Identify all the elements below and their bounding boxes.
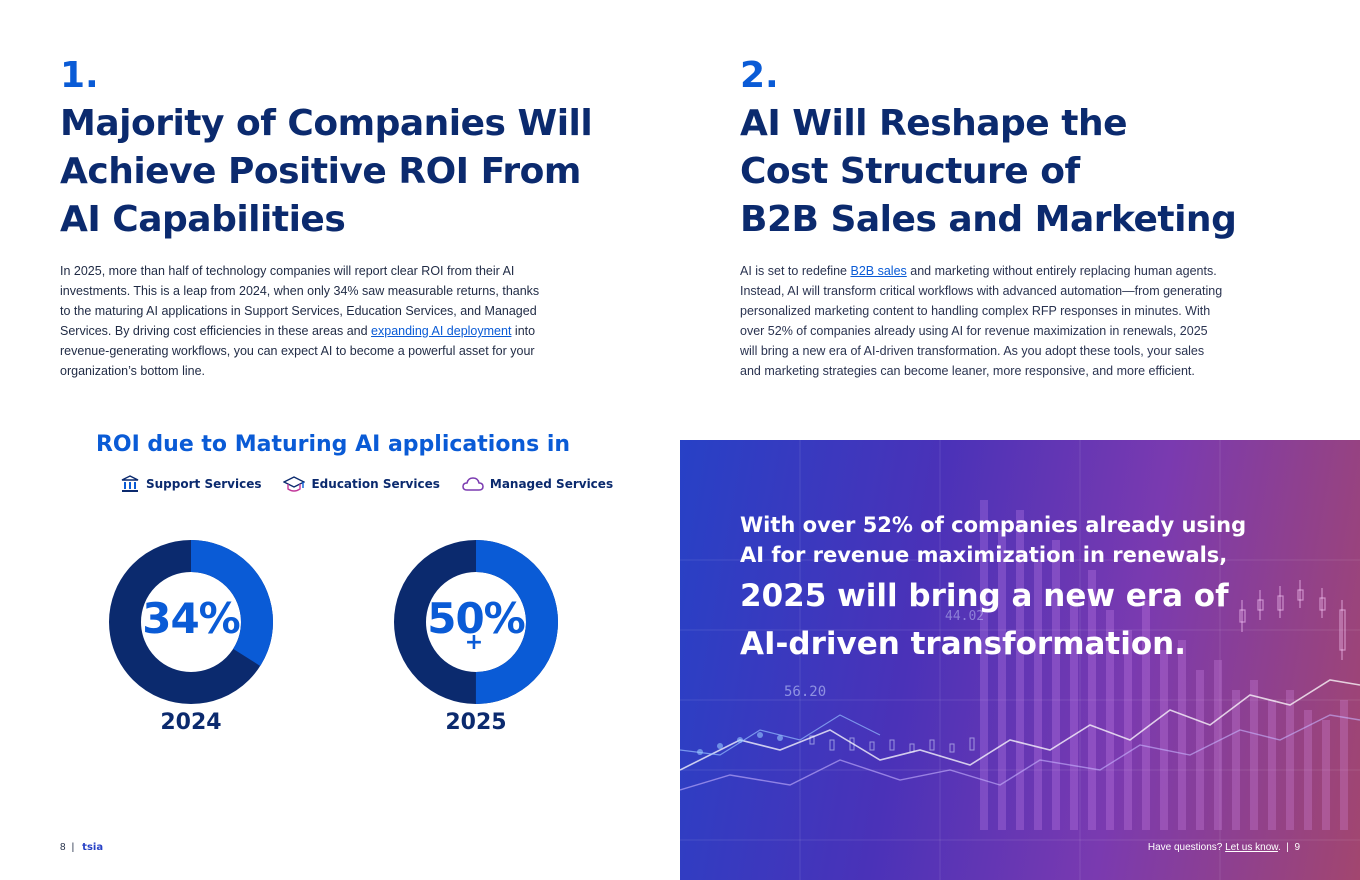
section-body-right: AI is set to redefine B2B sales and mark…: [740, 261, 1226, 381]
donut-chart-2024: [109, 540, 273, 704]
body-text: and marketing without entirely replacing…: [740, 264, 1223, 378]
legend-label: Education Services: [311, 477, 440, 491]
b2b-sales-link[interactable]: B2B sales: [850, 264, 907, 278]
title-line: AI Will Reshape the: [740, 103, 1128, 144]
title-line: AI Capabilities: [60, 199, 346, 240]
title-line: Majority of Companies Will: [60, 103, 593, 144]
donut-chart-2025: [394, 540, 558, 704]
let-us-know-link[interactable]: Let us know: [1225, 842, 1278, 853]
chart-title: ROI due to Maturing AI applications in: [95, 432, 571, 457]
quote-line-emphasis: AI-driven transformation.: [740, 626, 1187, 662]
body-text: AI is set to redefine: [740, 264, 851, 278]
graduation-cap-icon: [283, 476, 306, 492]
legend-item-support: Support Services: [120, 474, 261, 494]
section-number-right: 2.: [740, 55, 779, 96]
donut-value-label-2024: 34%: [142, 594, 241, 643]
body-text: into revenue-generating workflows, you c…: [60, 324, 536, 378]
expanding-ai-deployment-link[interactable]: expanding AI deployment: [371, 324, 512, 338]
legend-label: Managed Services: [489, 477, 614, 491]
logo-text: tsia: [82, 842, 104, 853]
donut-value-arc-2024: [109, 540, 273, 704]
footer-separator: |: [71, 842, 75, 853]
stock-chart-background: 56.20 44.02: [680, 440, 1360, 880]
cloud-icon: [462, 477, 484, 491]
donut-plus-sign-2025: +: [464, 630, 484, 655]
section-number-left: 1.: [60, 55, 99, 96]
ticker-label: 56.20: [784, 684, 826, 700]
donut-value-label-2025: 50%: [427, 594, 526, 643]
tsia-logo: tsia: [82, 842, 103, 853]
quote-line: AI for revenue maximization in renewals,: [740, 543, 1228, 567]
page-number-left: 8: [60, 842, 66, 853]
donut-2024: 34%: [107, 538, 275, 706]
quote-line-emphasis: 2025 will bring a new era of: [740, 578, 1229, 614]
quote-line: With over 52% of companies already using: [740, 513, 1247, 537]
footer-prefix: Have questions?: [1147, 842, 1226, 853]
chart-legend: Support Services Education Services Mana…: [120, 474, 635, 494]
donut-year-2025: 2025: [445, 710, 507, 735]
donut-2025: 50% +: [392, 538, 560, 706]
page-number-right: 9: [1294, 842, 1300, 853]
section-title-left: Majority of Companies Will Achieve Posit…: [60, 100, 593, 244]
donut-year-2024: 2024: [160, 710, 222, 735]
bank-building-icon: [121, 475, 139, 492]
legend-item-education: Education Services: [283, 474, 440, 494]
title-line: Cost Structure of: [740, 151, 1080, 192]
body-text: In 2025, more than half of technology co…: [60, 264, 540, 338]
title-line: B2B Sales and Marketing: [740, 199, 1237, 240]
quote-banner: 56.20 44.02 With over 52% of companies a…: [680, 440, 1360, 880]
footer-right: Have questions? Let us know. | 9: [1148, 842, 1300, 853]
title-line: Achieve Positive ROI From: [60, 151, 581, 192]
legend-label: Support Services: [146, 477, 262, 491]
banner-quote: With over 52% of companies already using…: [740, 510, 1300, 668]
footer-suffix: . |: [1277, 842, 1295, 853]
donut-value-arc-2025: [394, 540, 558, 704]
footer-left: 8 | tsia: [60, 842, 103, 853]
section-body-left: In 2025, more than half of technology co…: [60, 261, 544, 381]
ticker-label: 44.02: [945, 609, 984, 624]
section-title-right: AI Will Reshape the Cost Structure of B2…: [740, 100, 1237, 244]
legend-item-managed: Managed Services: [462, 474, 613, 494]
